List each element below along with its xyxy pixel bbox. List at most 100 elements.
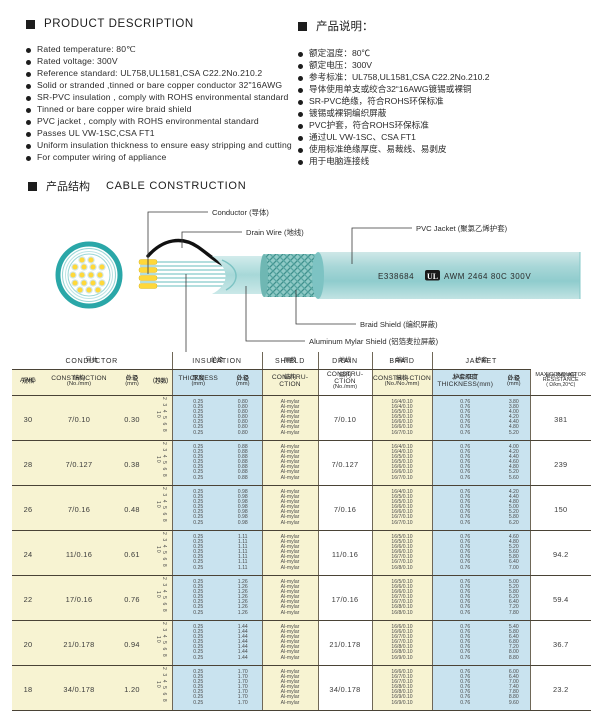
col-core-count: 芯数 (No.) [150, 369, 173, 396]
cell-core-count: 2 3 4 5 6 8 10 [150, 530, 173, 576]
round-bullet-icon [26, 48, 31, 53]
value-drain-construction: 34/0.178 [329, 684, 361, 694]
cell-insulation-od: 0.80 0.80 0.80 0.80 0.80 0.80 0.80 [224, 395, 263, 441]
value-max-resistance: 36.7 [552, 639, 569, 649]
list-item: For computer wiring of appliance [26, 152, 290, 163]
value-max-resistance: 94.2 [552, 549, 569, 559]
table-column-header-row: 规格 AWG 结构 CONSTRUCTION (No./mm) 外径 O.D (… [12, 369, 592, 396]
cell-drain-construction: 7/0.127 [317, 440, 373, 486]
cell-insulation-thickness: 0.25 0.25 0.25 0.25 0.25 0.25 0.25 [171, 395, 225, 441]
value-drain-construction: 7/0.127 [331, 459, 359, 469]
table-group-header-row: 导体 CONDUCTOR 绝缘 INSULATION 屏蔽 SHIELD 地线 … [12, 352, 592, 370]
col-drain-construction: 结构 CONSTRU-CTION (No./mm) [317, 369, 373, 396]
round-bullet-icon [298, 76, 303, 81]
value-awg: 20 [23, 639, 33, 649]
round-bullet-icon [26, 132, 31, 137]
square-bullet-icon [28, 181, 37, 191]
value-insulation-thickness: 0.25 0.25 0.25 0.25 0.25 0.25 0.25 [193, 533, 204, 571]
cell-insulation-od: 1.70 1.70 1.70 1.70 1.70 1.70 1.70 [224, 665, 263, 711]
value-conductor-construction: 11/0.16 [65, 549, 93, 559]
cell-awg: 26 [12, 485, 44, 531]
value-conductor-construction: 7/0.127 [65, 459, 93, 469]
round-bullet-icon [298, 136, 303, 141]
cell-insulation-od: 0.88 0.88 0.88 0.88 0.88 0.88 0.88 [224, 440, 263, 486]
list-item: 镀锡或裸铜编织屏蔽 [298, 108, 578, 119]
value-awg: 30 [23, 414, 33, 424]
cell-core-count: 2 3 4 5 6 8 10 [150, 440, 173, 486]
ul-mark-icon: UL [425, 270, 440, 281]
group-insulation: 绝缘 INSULATION [171, 352, 263, 370]
col-max-resistance: 最大导体电阻 MAX CONDUCTOR RESISTANCE ( Ω/km,2… [529, 369, 592, 396]
round-bullet-icon [298, 64, 303, 69]
cell-conductor-od: 0.94 [114, 620, 150, 666]
value-jacket-od: 5.40 5.80 6.40 6.80 7.20 8.00 8.80 [508, 623, 519, 661]
table-row: 28 7/0.127 0.38 2 3 4 5 6 8 10 0.25 0.25 0.25 0… [12, 440, 592, 486]
col-insulation-od: 外径 O.D (mm) [224, 369, 263, 396]
cell-conductor-construction: 7/0.127 [44, 440, 114, 486]
round-bullet-icon [26, 84, 31, 89]
cell-jacket-thickness: 0.76 0.76 0.76 0.76 0.76 0.76 0.76 [431, 665, 499, 711]
col-insulation-thickness: 厚度 THICKNESS (mm) [171, 369, 225, 396]
cell-insulation-thickness: 0.25 0.25 0.25 0.25 0.25 0.25 0.25 [171, 575, 225, 621]
value-shield-construction: Al-mylar Al-mylar Al-mylar Al-mylar Al-mylar… [280, 623, 300, 661]
value-max-resistance: 381 [554, 414, 568, 424]
col-braid-construction: 结构 CONSTRU-CTION (No./No./mm) [371, 369, 433, 396]
cell-insulation-thickness: 0.25 0.25 0.25 0.25 0.25 0.25 0.25 [171, 485, 225, 531]
round-bullet-icon [298, 160, 303, 165]
cell-conductor-construction: 11/0.16 [44, 530, 114, 576]
cell-awg: 28 [12, 440, 44, 486]
value-shield-construction: Al-mylar Al-mylar Al-mylar Al-mylar Al-mylar… [280, 578, 300, 616]
value-max-resistance: 59.4 [552, 594, 569, 604]
value-shield-construction: Al-mylar Al-mylar Al-mylar Al-mylar Al-mylar… [280, 533, 300, 571]
value-jacket-od: 4.20 4.40 4.80 5.00 5.20 5.80 6.20 [508, 488, 519, 526]
cell-insulation-thickness: 0.25 0.25 0.25 0.25 0.25 0.25 0.25 [171, 440, 225, 486]
value-conductor-construction: 7/0.16 [67, 504, 91, 514]
cell-braid-construction: 16/6/0.10 16/7/0.10 16/7/0.10 16/8/0.10 16/8… [371, 665, 433, 711]
value-max-resistance: 150 [554, 504, 568, 514]
cable-construction-heading: 产品结构 CABLE CONSTRUCTION [0, 168, 603, 194]
table-body: 30 7/0.10 0.30 2 3 4 5 6 8 10 0.25 0.25 0.25 0.… [12, 395, 592, 711]
value-drain-construction: 11/0.16 [331, 549, 359, 559]
value-shield-construction: Al-mylar Al-mylar Al-mylar Al-mylar Al-mylar… [280, 488, 300, 526]
table-row: 24 11/0.16 0.61 2 3 4 5 6 8 10 0.25 0.25 0.25 0… [12, 530, 592, 576]
value-jacket-thickness: 0.76 0.76 0.76 0.76 0.76 0.76 0.76 [460, 578, 471, 616]
value-awg: 24 [23, 549, 33, 559]
cell-max-resistance: 150 [529, 485, 592, 531]
cell-conductor-construction: 7/0.16 [44, 485, 114, 531]
group-drain: 地线 DRAIN [317, 352, 373, 370]
value-awg: 22 [23, 594, 33, 604]
value-jacket-thickness: 0.76 0.76 0.76 0.76 0.76 0.76 0.76 [460, 398, 471, 436]
cell-insulation-thickness: 0.25 0.25 0.25 0.25 0.25 0.25 0.25 [171, 530, 225, 576]
value-insulation-thickness: 0.25 0.25 0.25 0.25 0.25 0.25 0.25 [193, 668, 204, 706]
cell-conductor-construction: 34/0.178 [44, 665, 114, 711]
cell-jacket-od: 4.00 4.20 4.40 4.60 4.80 5.20 5.60 [498, 440, 531, 486]
svg-text:UL: UL [427, 272, 438, 281]
value-conductor-od: 0.30 [124, 414, 140, 424]
cell-awg: 24 [12, 530, 44, 576]
cable-construction-diagram: E338684 UL AWM 2464 80C 300V Conductor (… [0, 194, 603, 362]
table-row: 30 7/0.10 0.30 2 3 4 5 6 8 10 0.25 0.25 0.25 0.… [12, 395, 592, 441]
product-description-title: PRODUCT DESCRIPTION [44, 18, 194, 30]
cell-jacket-thickness: 0.76 0.76 0.76 0.76 0.76 0.76 0.76 [431, 395, 499, 441]
cell-jacket-od: 5.40 5.80 6.40 6.80 7.20 8.00 8.80 [498, 620, 531, 666]
jacket-print-code: E338684 [378, 272, 414, 281]
cell-max-resistance: 23.2 [529, 665, 592, 711]
cell-conductor-construction: 17/0.16 [44, 575, 114, 621]
callout-mylar-shield-label: Aluminum Mylar Shield (铝箔麦拉屏蔽) [309, 337, 438, 346]
value-conductor-od: 0.94 [124, 639, 140, 649]
cell-shield-construction: Al-mylar Al-mylar Al-mylar Al-mylar Al-mylar… [261, 395, 319, 441]
cell-braid-construction: 16/5/0.10 16/5/0.10 16/6/0.10 16/6/0.10 16/7… [371, 530, 433, 576]
cell-jacket-od: 4.60 4.80 5.20 5.60 5.80 6.40 7.00 [498, 530, 531, 576]
value-drain-construction: 21/0.178 [329, 639, 361, 649]
cell-awg: 30 [12, 395, 44, 441]
round-bullet-icon [26, 144, 31, 149]
cell-max-resistance: 59.4 [529, 575, 592, 621]
value-jacket-thickness: 0.76 0.76 0.76 0.76 0.76 0.76 0.76 [460, 623, 471, 661]
cell-shield-construction: Al-mylar Al-mylar Al-mylar Al-mylar Al-mylar… [261, 665, 319, 711]
value-insulation-od: 1.26 1.26 1.26 1.26 1.26 1.26 1.26 [237, 578, 248, 616]
value-insulation-od: 0.98 0.98 0.98 0.98 0.98 0.98 0.98 [237, 488, 248, 526]
description-english-column: PRODUCT DESCRIPTION Rated temperature: 8… [26, 18, 292, 168]
list-item: SR-PVC insulation , comply with ROHS env… [26, 92, 290, 103]
list-item: 导体使用单支或绞合32“16AWG镀锡或裸铜 [298, 84, 578, 95]
list-item: PVC护套，符合ROHS环保标准 [298, 120, 578, 131]
